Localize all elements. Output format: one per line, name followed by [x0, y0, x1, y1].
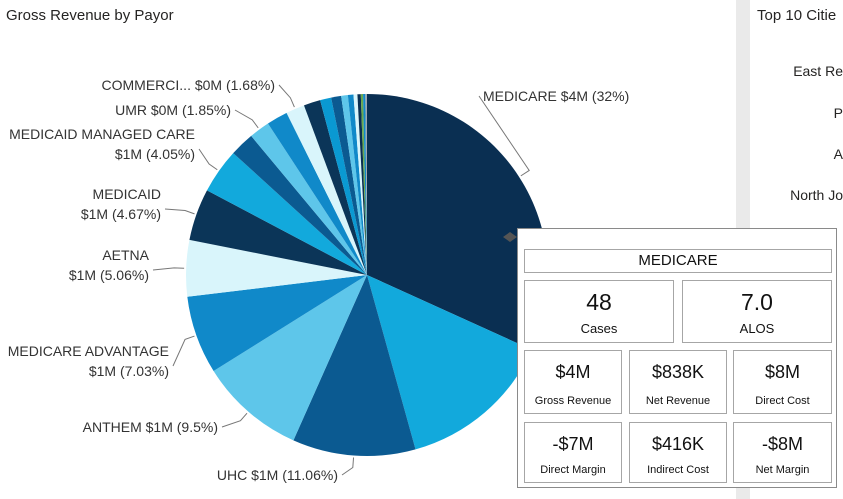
- pie-slice[interactable]: [353, 94, 367, 275]
- leader-line: [278, 84, 295, 108]
- direct-margin-label: Direct Margin: [540, 464, 606, 476]
- slice-label: $1M (7.03%): [89, 363, 169, 379]
- direct-margin-value: -$7M: [552, 434, 594, 454]
- pie-slice[interactable]: [251, 123, 367, 276]
- net-revenue-card: $838K Net Revenue: [629, 350, 727, 414]
- pie-slice[interactable]: [341, 95, 367, 276]
- leader-line: [221, 412, 248, 428]
- tooltip-title: MEDICARE: [524, 249, 832, 273]
- top-cities-title: Top 10 Citie: [757, 7, 837, 24]
- pie-slice[interactable]: [186, 239, 367, 297]
- pie-slice[interactable]: [206, 153, 367, 275]
- slice-label: MEDICAID MANAGED CARE: [9, 126, 195, 142]
- alos-label: ALOS: [739, 321, 775, 336]
- city-row-label: A: [833, 146, 843, 162]
- direct-margin-card: -$7M Direct Margin: [524, 422, 622, 483]
- net-revenue-label: Net Revenue: [645, 395, 711, 407]
- pie-slice[interactable]: [331, 95, 367, 275]
- payor-pie-chart[interactable]: MEDICARE $4M (32%) UHC $1M (11.06%) ANTHEM…: [0, 0, 736, 499]
- chart-title: Gross Revenue by Payor: [6, 7, 174, 24]
- slice-label: COMMERCI... $0M (1.68%): [102, 77, 275, 93]
- gross-revenue-value: $4M: [555, 362, 591, 382]
- net-margin-value: -$8M: [761, 434, 803, 454]
- slice-label: $1M (4.05%): [115, 146, 195, 162]
- pie-slice[interactable]: [367, 275, 532, 450]
- direct-cost-value: $8M: [764, 362, 800, 382]
- slice-label: MEDICARE $4M (32%): [483, 88, 629, 104]
- pie-slice[interactable]: [293, 275, 416, 456]
- indirect-cost-label: Indirect Cost: [647, 464, 709, 476]
- direct-cost-card: $8M Direct Cost: [733, 350, 832, 414]
- slice-label: AETNA: [102, 247, 149, 263]
- slice-label: UMR $0M (1.85%): [115, 102, 231, 118]
- city-row-label: North Jo: [790, 187, 843, 203]
- slice-label: UHC $1M (11.06%): [217, 467, 338, 483]
- slice-label: ANTHEM $1M (9.5%): [83, 419, 218, 435]
- gross-revenue-card: $4M Gross Revenue: [524, 350, 622, 414]
- gross-revenue-label: Gross Revenue: [534, 395, 612, 407]
- slice-label: $1M (4.67%): [81, 206, 161, 222]
- pie-slice[interactable]: [357, 94, 367, 275]
- net-margin-label: Net Margin: [755, 464, 810, 476]
- city-row-label: P: [833, 105, 843, 121]
- pie-slice[interactable]: [187, 275, 367, 372]
- pie-slice[interactable]: [320, 97, 367, 275]
- indirect-cost-card: $416K Indirect Cost: [629, 422, 727, 483]
- leader-line: [234, 109, 259, 129]
- slice-label: MEDICARE ADVANTAGE: [8, 343, 169, 359]
- pie-slice[interactable]: [303, 100, 367, 275]
- slice-label: MEDICAID: [93, 186, 161, 202]
- net-revenue-value: $838K: [651, 362, 705, 382]
- cases-label: Cases: [580, 321, 618, 336]
- pie-slice[interactable]: [360, 94, 367, 276]
- slice-label: $1M (5.06%): [69, 267, 149, 283]
- pie-slice[interactable]: [233, 135, 367, 275]
- leader-line: [198, 148, 218, 171]
- leader-line: [172, 335, 195, 367]
- alos-value: 7.0: [741, 289, 773, 315]
- pie-slice[interactable]: [365, 94, 367, 275]
- leader-line: [152, 267, 185, 271]
- alos-card: 7.0 ALOS: [682, 280, 832, 343]
- indirect-cost-value: $416K: [651, 434, 705, 454]
- leader-line: [478, 95, 530, 177]
- direct-cost-label: Direct Cost: [755, 395, 810, 407]
- pie-slice[interactable]: [363, 94, 367, 275]
- pie-slice[interactable]: [286, 105, 367, 275]
- leader-line: [341, 457, 355, 476]
- pie-slice[interactable]: [189, 190, 367, 275]
- cases-value: 48: [586, 289, 612, 315]
- pie-slice[interactable]: [367, 94, 548, 350]
- cases-card: 48 Cases: [524, 280, 674, 343]
- pie-slice[interactable]: [267, 112, 367, 275]
- leader-line: [164, 208, 195, 215]
- net-margin-card: -$8M Net Margin: [733, 422, 832, 483]
- city-row-label: East Re: [793, 63, 843, 79]
- pie-slice[interactable]: [347, 94, 367, 276]
- medicare-tooltip: MEDICARE 48 Cases 7.0 ALOS $4M Gross Rev…: [517, 228, 837, 488]
- hover-marker-icon: [503, 232, 517, 242]
- pie-slice[interactable]: [213, 275, 367, 441]
